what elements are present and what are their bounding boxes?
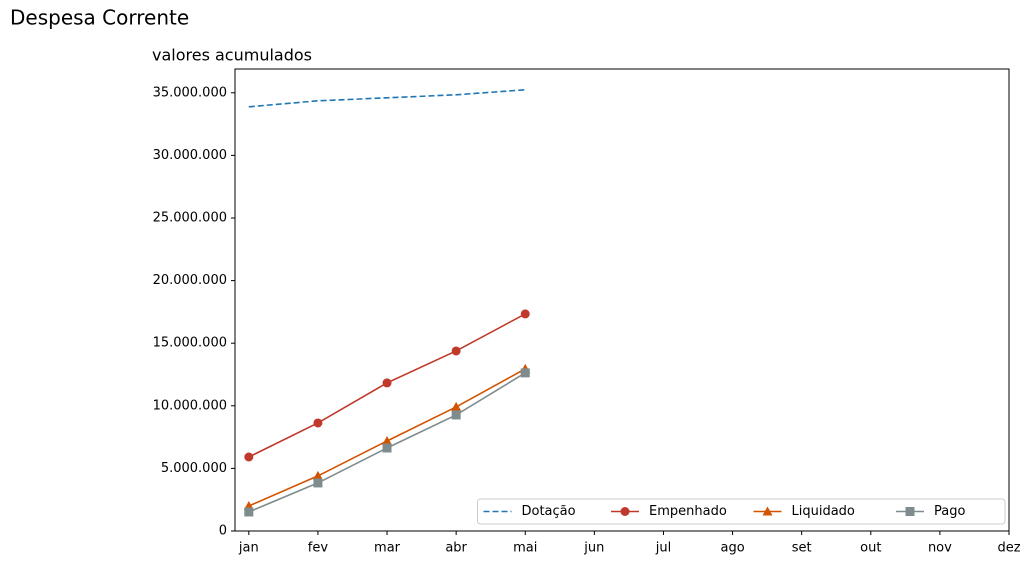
x-tick-label: out (860, 541, 881, 556)
y-tick-label: 30.000.000 (153, 148, 227, 163)
point (520, 368, 530, 378)
point (520, 309, 530, 319)
x-tick-label: jan (238, 541, 259, 556)
legend-label: Dotação (522, 504, 576, 519)
y-tick-label: 15.000.000 (153, 336, 227, 351)
legend-label: Empenhado (649, 504, 727, 519)
point (244, 452, 254, 462)
y-tick-label: 10.000.000 (153, 398, 227, 413)
point (382, 443, 392, 453)
x-tick-label: set (792, 541, 812, 556)
x-tick-label: fev (308, 541, 329, 556)
x-tick-label: jun (583, 541, 604, 556)
legend-box (477, 498, 1006, 525)
point (905, 507, 915, 516)
legend-label: Pago (934, 504, 965, 519)
y-tick-label: 25.000.000 (153, 210, 227, 225)
point (382, 378, 392, 388)
legend-label: Liquidado (792, 504, 855, 519)
point (762, 506, 773, 516)
x-tick-label: mai (513, 541, 537, 556)
x-tick-label: ago (720, 541, 744, 556)
x-tick-label: mar (374, 541, 401, 556)
chart-subtitle: valores acumulados (152, 46, 312, 65)
x-tick-label: jul (655, 541, 671, 556)
point (312, 470, 323, 480)
point (313, 478, 323, 488)
point (451, 346, 461, 356)
y-tick-label: 5.000.000 (161, 461, 227, 476)
point (382, 435, 393, 445)
point (451, 410, 461, 420)
plot-frame (234, 68, 1010, 532)
chart-title: Despesa Corrente (10, 6, 189, 30)
point (313, 418, 323, 428)
y-tick-label: 20.000.000 (153, 273, 227, 288)
x-tick-label: abr (445, 541, 467, 556)
series-line (248, 88, 526, 108)
y-tick-label: 0 (219, 524, 227, 539)
point (451, 401, 462, 411)
point (620, 507, 630, 516)
y-tick-label: 35.000.000 (153, 85, 227, 100)
x-tick-label: dez (997, 541, 1020, 556)
point (244, 507, 254, 517)
x-tick-label: nov (928, 541, 952, 556)
